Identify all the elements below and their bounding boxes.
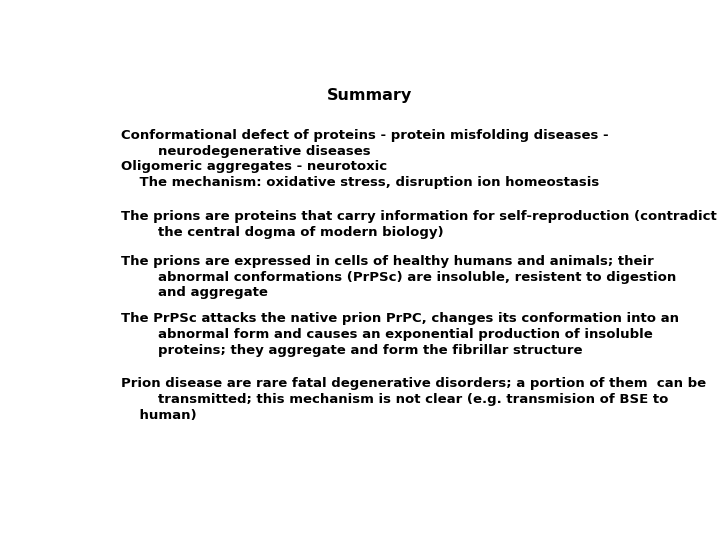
Text: proteins; they aggregate and form the fibrillar structure: proteins; they aggregate and form the fi… <box>121 344 582 357</box>
Text: abnormal form and causes an exponential production of insoluble: abnormal form and causes an exponential … <box>121 328 652 341</box>
Text: transmitted; this mechanism is not clear (e.g. transmision of BSE to: transmitted; this mechanism is not clear… <box>121 393 668 406</box>
Text: The mechanism: oxidative stress, disruption ion homeostasis: The mechanism: oxidative stress, disrupt… <box>121 176 599 189</box>
Text: and aggregate: and aggregate <box>121 286 268 299</box>
Text: human): human) <box>121 409 197 422</box>
Text: neurodegenerative diseases: neurodegenerative diseases <box>121 145 370 158</box>
Text: Prion disease are rare fatal degenerative disorders; a portion of them  can be: Prion disease are rare fatal degenerativ… <box>121 377 706 390</box>
Text: the central dogma of modern biology): the central dogma of modern biology) <box>121 226 444 239</box>
Text: The PrPSc attacks the native prion PrPC, changes its conformation into an: The PrPSc attacks the native prion PrPC,… <box>121 312 679 325</box>
Text: Summary: Summary <box>326 87 412 103</box>
Text: Oligomeric aggregates - neurotoxic: Oligomeric aggregates - neurotoxic <box>121 160 387 173</box>
Text: The prions are expressed in cells of healthy humans and animals; their: The prions are expressed in cells of hea… <box>121 255 654 268</box>
Text: The prions are proteins that carry information for self-reproduction (contradict: The prions are proteins that carry infor… <box>121 210 716 224</box>
Text: Conformational defect of proteins - protein misfolding diseases -: Conformational defect of proteins - prot… <box>121 129 608 142</box>
Text: abnormal conformations (PrPSc) are insoluble, resistent to digestion: abnormal conformations (PrPSc) are insol… <box>121 271 676 284</box>
